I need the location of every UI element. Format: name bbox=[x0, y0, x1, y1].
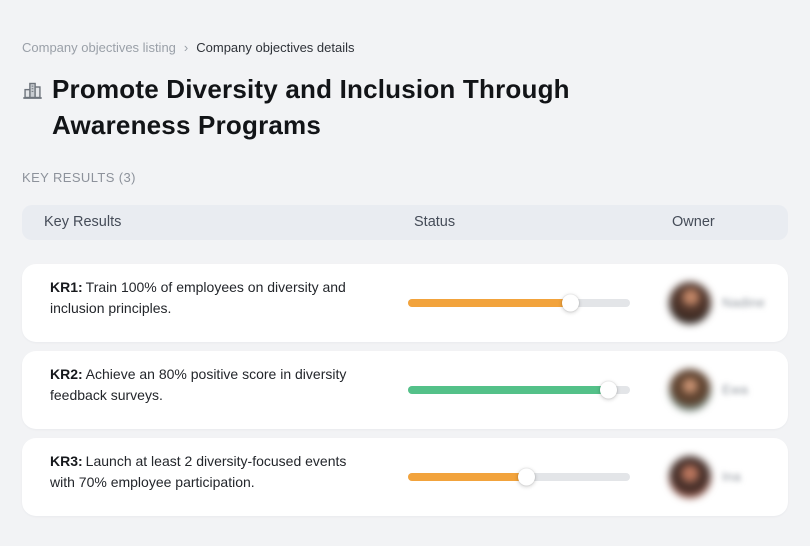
kr2-owner-name: Ewa bbox=[722, 382, 749, 398]
kr3-owner-avatar bbox=[669, 455, 711, 498]
kr2-owner-avatar bbox=[669, 368, 711, 411]
title-row: Promote Diversity and Inclusion Through … bbox=[22, 72, 788, 144]
kr2-text: Achieve an 80% positive score in diversi… bbox=[50, 365, 347, 403]
table-header-row: Key Results Status Owner bbox=[22, 204, 788, 240]
kr1-status-cell bbox=[408, 294, 650, 312]
kr3-description: KR3: Launch at least 2 diversity-focused … bbox=[22, 438, 408, 493]
kr1-owner-cell: Nadine bbox=[650, 281, 788, 324]
table-body: KR1: Train 100% of employees on diversity… bbox=[22, 263, 788, 516]
kr2-status-cell bbox=[408, 381, 650, 399]
breadcrumb-current-details: Company objectives details bbox=[196, 40, 355, 55]
table-row-kr3[interactable]: KR3: Launch at least 2 diversity-focused … bbox=[22, 437, 788, 516]
table-row-kr2[interactable]: KR2: Achieve an 80% positive score in div… bbox=[22, 350, 788, 429]
kr3-owner-name: Ina bbox=[722, 469, 741, 485]
key-results-table: Key Results Status Owner KR1: Train 100% … bbox=[22, 204, 788, 516]
kr1-progress-fill bbox=[408, 294, 580, 312]
kr1-description: KR1: Train 100% of employees on diversity… bbox=[22, 264, 408, 319]
kr1-owner-name: Nadine bbox=[722, 295, 765, 311]
table-row-kr1[interactable]: KR1: Train 100% of employees on diversity… bbox=[22, 263, 788, 342]
kr1-owner-avatar bbox=[669, 281, 711, 324]
column-header-key-results: Key Results bbox=[44, 214, 122, 231]
kr2-owner-cell: Ewa bbox=[650, 368, 788, 411]
kr1-label: KR1: bbox=[50, 278, 83, 295]
kr1-progress-track[interactable] bbox=[408, 294, 630, 312]
kr2-progress-track[interactable] bbox=[408, 381, 630, 399]
breadcrumb-link-listing[interactable]: Company objectives listing bbox=[22, 40, 176, 55]
kr3-progress-track[interactable] bbox=[408, 468, 630, 486]
kr3-progress-fill bbox=[408, 468, 535, 486]
kr3-label: KR3: bbox=[50, 452, 83, 469]
breadcrumb: Company objectives listing › Company obj… bbox=[22, 40, 788, 55]
chevron-right-icon: › bbox=[183, 40, 189, 55]
kr1-text: Train 100% of employees on diversity and… bbox=[50, 278, 346, 316]
kr1-progress-knob[interactable] bbox=[562, 294, 580, 312]
column-header-status: Status bbox=[414, 214, 456, 231]
kr3-progress-knob[interactable] bbox=[517, 468, 535, 486]
page: Company objectives listing › Company obj… bbox=[22, 40, 788, 516]
kr2-progress-fill bbox=[408, 381, 617, 399]
kr2-label: KR2: bbox=[50, 365, 83, 382]
page-title: Promote Diversity and Inclusion Through … bbox=[52, 74, 570, 140]
key-results-count-label: KEY RESULTS (3) bbox=[22, 169, 136, 185]
kr2-progress-knob[interactable] bbox=[599, 381, 617, 399]
kr3-text: Launch at least 2 diversity-focused even… bbox=[50, 452, 347, 490]
kr3-status-cell bbox=[408, 468, 650, 486]
buildings-icon bbox=[23, 82, 42, 99]
kr3-owner-cell: Ina bbox=[650, 455, 788, 498]
column-header-owner: Owner bbox=[672, 214, 715, 231]
kr2-description: KR2: Achieve an 80% positive score in div… bbox=[22, 351, 408, 406]
